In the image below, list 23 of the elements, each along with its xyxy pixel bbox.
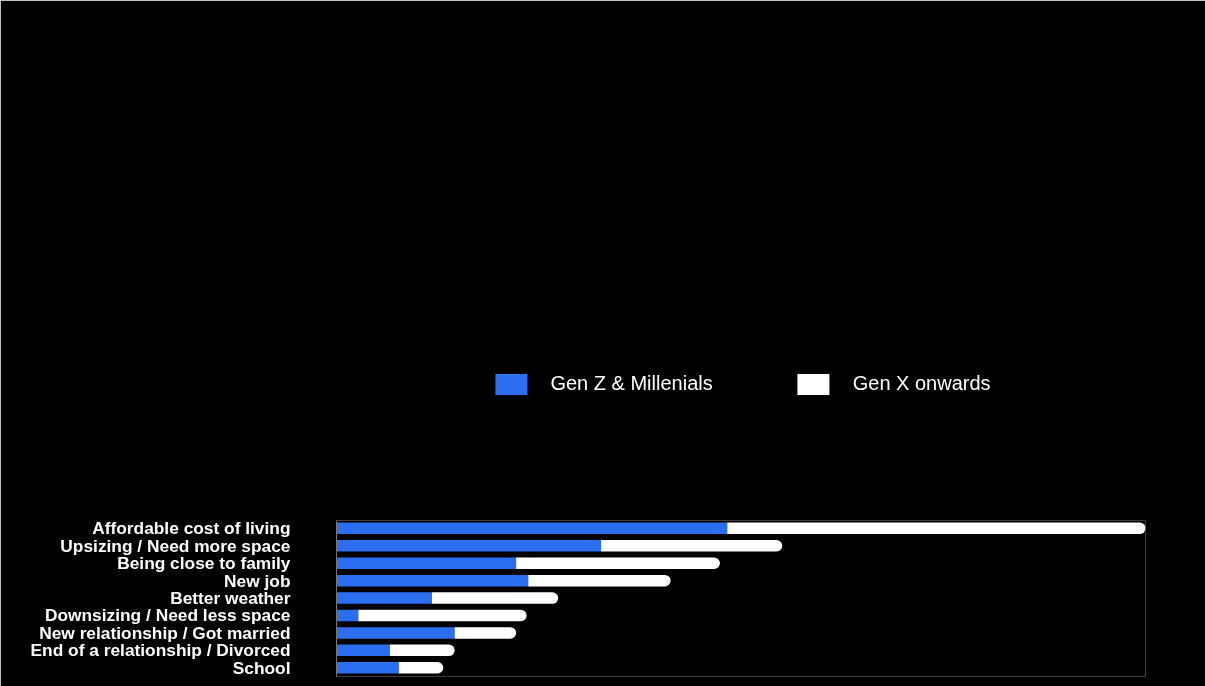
y-tick-label: Affordable cost of living: [92, 518, 291, 539]
bar: [336, 522, 728, 535]
bar: [389, 644, 455, 657]
bar: [336, 609, 359, 622]
y-tick-label: Downsizing / Need less space: [44, 605, 291, 626]
bar: [336, 662, 399, 674]
y-tick-label: School: [232, 657, 291, 678]
bar: [336, 557, 517, 569]
bar: [336, 540, 602, 552]
bar: [336, 574, 529, 587]
bar: [431, 592, 559, 604]
bar: [336, 644, 390, 657]
bar: [336, 592, 432, 604]
bar: [398, 662, 444, 674]
bar: [528, 574, 671, 587]
bar: [727, 522, 1146, 535]
legend-label: Gen Z & Millenials: [550, 372, 713, 395]
bar: [336, 627, 455, 639]
bar: [358, 609, 527, 622]
bar: [601, 540, 783, 552]
bar: [516, 557, 720, 569]
legend-label: Gen X onwards: [852, 372, 991, 395]
bar: [454, 627, 517, 639]
